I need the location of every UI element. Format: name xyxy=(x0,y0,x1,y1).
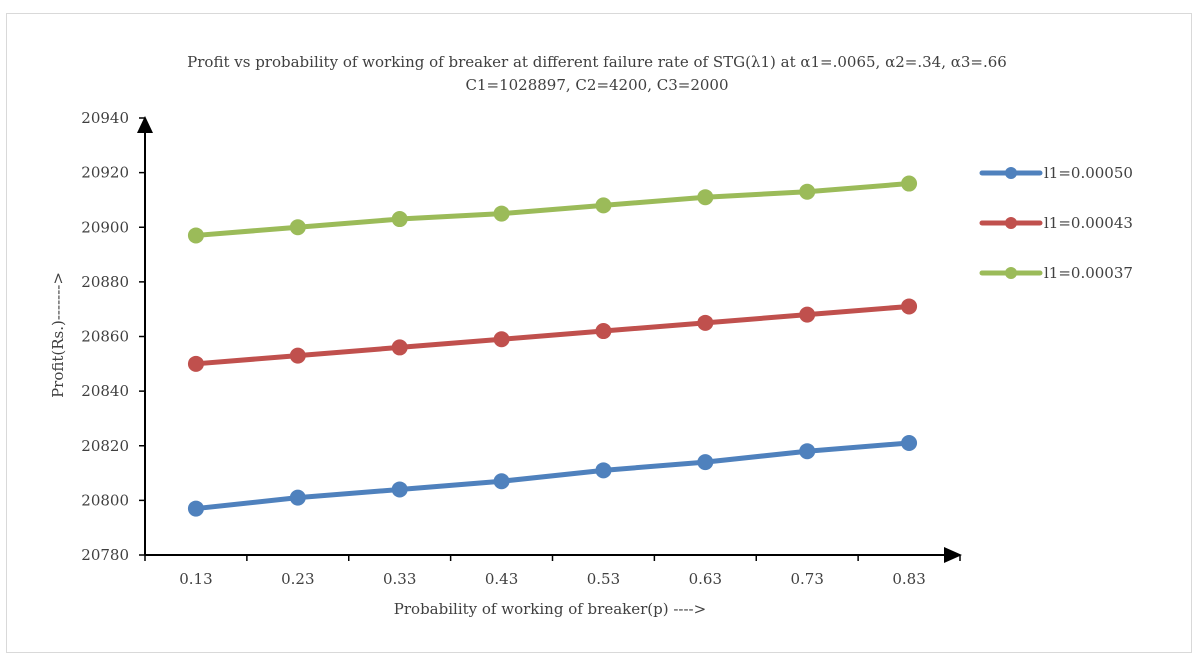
legend-item-2: l1=0.00043 xyxy=(979,214,1133,232)
x-tick-label: 0.43 xyxy=(485,570,518,588)
data-point xyxy=(901,298,918,315)
data-point xyxy=(901,175,918,192)
series-line xyxy=(193,440,912,512)
data-point xyxy=(187,355,204,372)
y-tick-label: 20880 xyxy=(81,273,129,291)
y-tick-label: 20860 xyxy=(81,328,129,346)
x-tick-label: 0.33 xyxy=(383,570,416,588)
data-point xyxy=(391,211,408,228)
data-point xyxy=(493,331,510,348)
axes xyxy=(137,116,962,563)
data-point xyxy=(595,197,612,214)
y-axis-label: Profit(Rs.)-------> xyxy=(49,272,67,398)
legend-swatch-marker xyxy=(1005,217,1017,229)
data-point xyxy=(289,347,306,364)
y-axis-arrow xyxy=(137,116,153,133)
data-point xyxy=(187,227,204,244)
x-axis-arrow xyxy=(944,547,962,563)
x-tick-label: 0.83 xyxy=(892,570,925,588)
series-1 xyxy=(187,435,918,517)
data-point xyxy=(493,205,510,222)
data-point xyxy=(391,481,408,498)
y-tick-label: 20840 xyxy=(81,382,129,400)
series-line xyxy=(193,303,912,367)
legend: l1=0.00050 l1=0.00043 l1=0.00037 xyxy=(979,164,1133,282)
data-point xyxy=(187,500,204,517)
data-point xyxy=(697,189,714,206)
legend-item-1: l1=0.00050 xyxy=(979,164,1133,182)
chart-title: Profit vs probability of working of brea… xyxy=(187,53,1007,71)
series-3 xyxy=(187,175,918,244)
data-point xyxy=(799,183,816,200)
x-tick-label: 0.13 xyxy=(179,570,212,588)
legend-label: l1=0.00043 xyxy=(1044,214,1133,232)
data-point xyxy=(595,323,612,340)
legend-item-3: l1=0.00037 xyxy=(979,264,1133,282)
y-tick-label: 20900 xyxy=(81,218,129,236)
y-tick-label: 20920 xyxy=(81,164,129,182)
data-point xyxy=(493,473,510,490)
data-point xyxy=(697,454,714,471)
series-line xyxy=(193,181,912,238)
y-tick-label: 20820 xyxy=(81,437,129,455)
x-tick-label: 0.23 xyxy=(281,570,314,588)
series-group xyxy=(187,175,918,517)
legend-label: l1=0.00050 xyxy=(1044,164,1133,182)
y-tick-labels: 20780 20800 20820 20840 20860 20880 20900 20920… xyxy=(81,109,129,564)
chart-subtitle: C1=1028897, C2=4200, C3=2000 xyxy=(466,76,729,94)
x-tick-label: 0.53 xyxy=(587,570,620,588)
x-tick-labels: 0.13 0.23 0.33 0.43 0.53 0.63 0.73 0.83 xyxy=(179,570,926,588)
legend-label: l1=0.00037 xyxy=(1044,264,1133,282)
data-point xyxy=(901,435,918,452)
data-point xyxy=(391,339,408,356)
x-tick-label: 0.73 xyxy=(790,570,823,588)
y-tick-label: 20800 xyxy=(81,491,129,509)
data-point xyxy=(799,443,816,460)
y-tick-label: 20940 xyxy=(81,109,129,127)
y-tick-label: 20780 xyxy=(81,546,129,564)
x-tick-label: 0.63 xyxy=(689,570,722,588)
series-2 xyxy=(187,298,918,372)
data-point xyxy=(697,314,714,331)
data-point xyxy=(289,219,306,236)
data-point xyxy=(289,489,306,506)
data-point xyxy=(595,462,612,479)
data-point xyxy=(799,306,816,323)
legend-swatch-marker xyxy=(1005,267,1017,279)
legend-swatch-marker xyxy=(1005,167,1017,179)
x-axis-label: Probability of working of breaker(p) ---… xyxy=(394,600,706,618)
